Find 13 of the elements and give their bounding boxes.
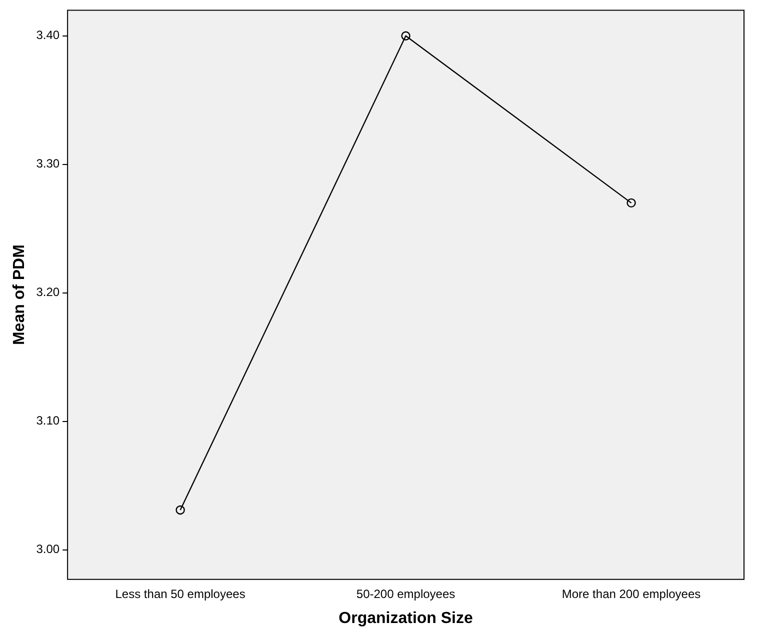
y-tick-label: 3.10 <box>36 414 60 428</box>
x-tick-label: Less than 50 employees <box>115 586 246 601</box>
y-tick-label: 3.20 <box>36 285 60 300</box>
y-tick-label: 3.40 <box>36 28 60 42</box>
y-axis-title: Mean of PDM <box>11 244 28 346</box>
y-tick-label: 3.00 <box>36 542 60 556</box>
point <box>401 31 410 40</box>
x-tick-label: 50-200 employees <box>356 586 456 601</box>
y-tick-label: 3.30 <box>36 156 60 171</box>
point <box>176 505 185 515</box>
x-axis-title: Organization Size <box>338 610 473 627</box>
point <box>626 198 636 208</box>
x-tick-label: More than 200 employees <box>562 586 701 601</box>
